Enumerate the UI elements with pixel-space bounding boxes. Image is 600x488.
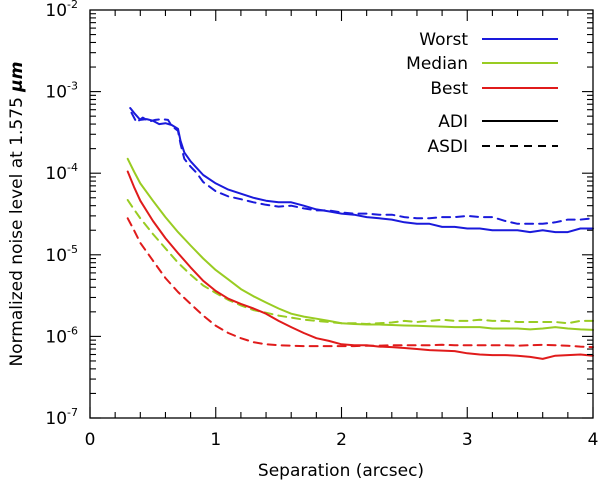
legend-label-asdi: ASDI bbox=[427, 137, 468, 157]
y-axis-title-unit: μm bbox=[7, 61, 27, 92]
y-tick-label: 10-5 bbox=[45, 243, 78, 266]
y-tick-label: 10-4 bbox=[45, 161, 78, 184]
legend-label-adi: ADI bbox=[438, 112, 468, 132]
y-tick-label: 10-3 bbox=[45, 80, 78, 103]
ticks-layer: 0 1 2 3 4 10-7 10-6 10-5 10-4 10-3 10-2 bbox=[45, 0, 598, 450]
y-tick-label: 10-7 bbox=[45, 406, 78, 429]
series-layer bbox=[126, 107, 594, 360]
series-median-adi bbox=[126, 157, 594, 331]
y-axis-title: Normalized noise level at 1.575 μm bbox=[7, 61, 27, 366]
legend-label-median: Median bbox=[406, 54, 468, 74]
x-tick-label: 2 bbox=[336, 430, 347, 450]
x-tick-label: 4 bbox=[588, 430, 599, 450]
legend: Worst Median Best ADI ASDI bbox=[406, 30, 558, 157]
series-best-adi bbox=[126, 170, 594, 360]
series-median-asdi bbox=[126, 199, 594, 325]
y-tick-label: 10-6 bbox=[45, 324, 78, 347]
x-tick-label: 1 bbox=[210, 430, 221, 450]
x-axis-title: Separation (arcsec) bbox=[258, 461, 424, 481]
x-tick-label: 0 bbox=[85, 430, 96, 450]
y-tick-label: 10-2 bbox=[45, 0, 78, 21]
series-worst-asdi bbox=[130, 111, 594, 225]
x-tick-label: 3 bbox=[462, 430, 473, 450]
series-best-asdi bbox=[126, 217, 594, 349]
y-axis-title-prefix: Normalized noise level at 1.575 bbox=[7, 92, 27, 367]
legend-label-best: Best bbox=[430, 79, 468, 99]
series-worst-adi bbox=[129, 107, 594, 234]
legend-label-worst: Worst bbox=[419, 30, 468, 50]
